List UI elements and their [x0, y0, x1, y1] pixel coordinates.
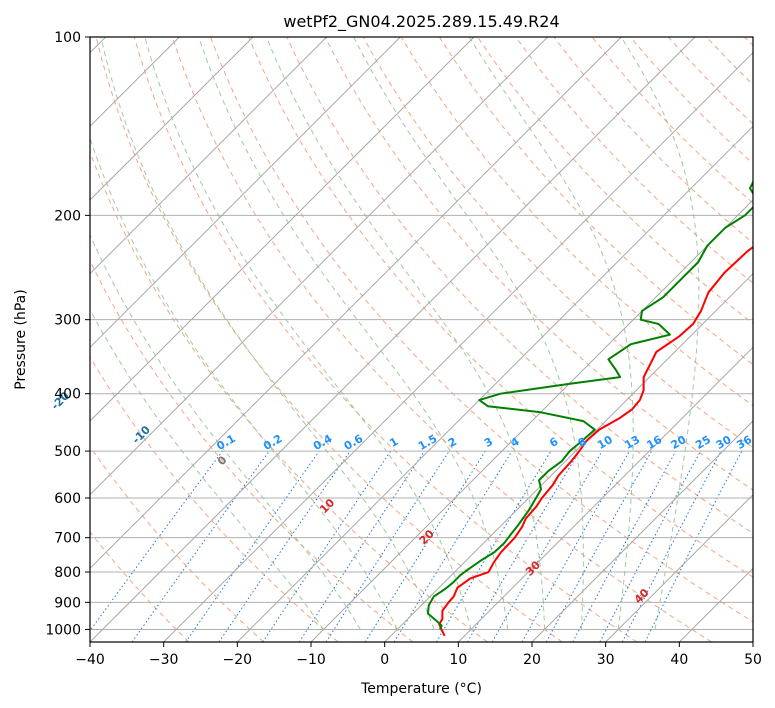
- moist-adiabat: [620, 37, 700, 630]
- moist-adiabat: [353, 37, 584, 630]
- x-tick-label: −40: [75, 652, 105, 668]
- y-tick-label: 1000: [45, 622, 81, 638]
- y-axis-title: Pressure (hPa): [13, 289, 29, 389]
- y-tick-label: 600: [54, 491, 81, 507]
- isotherm-line: [90, 37, 401, 349]
- mixing-ratio-line: [262, 450, 392, 642]
- isotherm-line: [90, 37, 696, 642]
- moist-adiabat: [468, 37, 634, 630]
- isotherm-line: [90, 37, 622, 570]
- isotherm-line: [90, 37, 549, 496]
- dry-adiabat: [90, 445, 264, 642]
- dry-adiabat: [210, 37, 753, 623]
- moist-adiabat: [100, 37, 435, 630]
- grid: [90, 37, 753, 642]
- y-tick-label: 100: [54, 30, 81, 46]
- chart-title: wetPf2_GN04.2025.289.15.49.R24: [283, 12, 559, 32]
- mixing-ratio-line: [90, 450, 223, 632]
- y-tick-label: 800: [54, 565, 81, 581]
- isotherm-line: [90, 37, 328, 275]
- moist-adiabat: [265, 37, 546, 630]
- isotherm-line: [163, 51, 753, 642]
- x-tick-label: 0: [380, 652, 389, 668]
- y-tick-label: 900: [54, 595, 81, 611]
- mixing-ratio-line: [545, 450, 653, 642]
- y-tick-label: 700: [54, 531, 81, 547]
- x-tick-label: 10: [449, 652, 467, 668]
- x-axis-title: Temperature (°C): [360, 681, 482, 697]
- dry-adiabat: [90, 531, 190, 642]
- moist-adiabat: [90, 136, 398, 630]
- profile-lines: [426, 180, 753, 637]
- plot-frame: [89, 36, 754, 643]
- mixing-ratio-line: [131, 450, 270, 642]
- dry-adiabat: [95, 37, 563, 642]
- dry-adiabat: [90, 356, 339, 642]
- x-tick-label: 50: [744, 652, 762, 668]
- isotherm-line: [605, 493, 753, 642]
- x-tick-label: −30: [149, 652, 179, 668]
- x-tick-label: −10: [296, 652, 326, 668]
- dry-adiabat: [171, 37, 712, 642]
- dry-adiabat: [400, 37, 753, 407]
- isotherm-line: [457, 346, 753, 642]
- y-axis: 1000 900 800 700 600 500 400 300 200 100: [45, 30, 90, 638]
- x-tick-label: 40: [670, 652, 688, 668]
- isotherm-line: [310, 199, 753, 642]
- mixing-ratio-line: [644, 450, 743, 642]
- dry-adiabat: [133, 37, 638, 642]
- dry-adiabat: [439, 37, 753, 366]
- moist-adiabat: [198, 37, 509, 630]
- isotherm-line: [384, 272, 753, 642]
- moist-adiabat: [90, 233, 361, 630]
- mixing-ratio-line: [218, 450, 351, 642]
- isotherm-line: [236, 125, 753, 642]
- background-lines: [90, 37, 753, 642]
- dewpoint-profile: [426, 180, 753, 630]
- mixing-ratio-line: [185, 450, 320, 642]
- y-tick-label: 300: [54, 313, 81, 329]
- mixing-ratio-line: [298, 450, 425, 642]
- y-tick-label: 400: [54, 387, 81, 403]
- mixing-ratio-line: [572, 450, 677, 642]
- isotherm-line: [90, 37, 254, 201]
- mixing-ratio-line: [325, 450, 450, 642]
- x-tick-label: 30: [597, 652, 615, 668]
- temperature-profile: [438, 245, 753, 637]
- x-tick-label: 20: [523, 652, 541, 668]
- isotherm-line: [90, 37, 475, 422]
- isotherm-line: [531, 420, 753, 642]
- mixing-ratio-line: [393, 450, 513, 642]
- mixing-ratio-line: [521, 450, 630, 642]
- dry-adiabat: [248, 37, 753, 578]
- y-tick-label: 200: [54, 208, 81, 224]
- x-axis: −40 −30 −20 −10 0 10 20 30 40 50: [75, 642, 762, 668]
- dry-adiabat: [90, 150, 488, 642]
- dry-adiabat: [515, 37, 753, 284]
- y-tick-label: 500: [54, 444, 81, 460]
- x-tick-label: −20: [223, 652, 253, 668]
